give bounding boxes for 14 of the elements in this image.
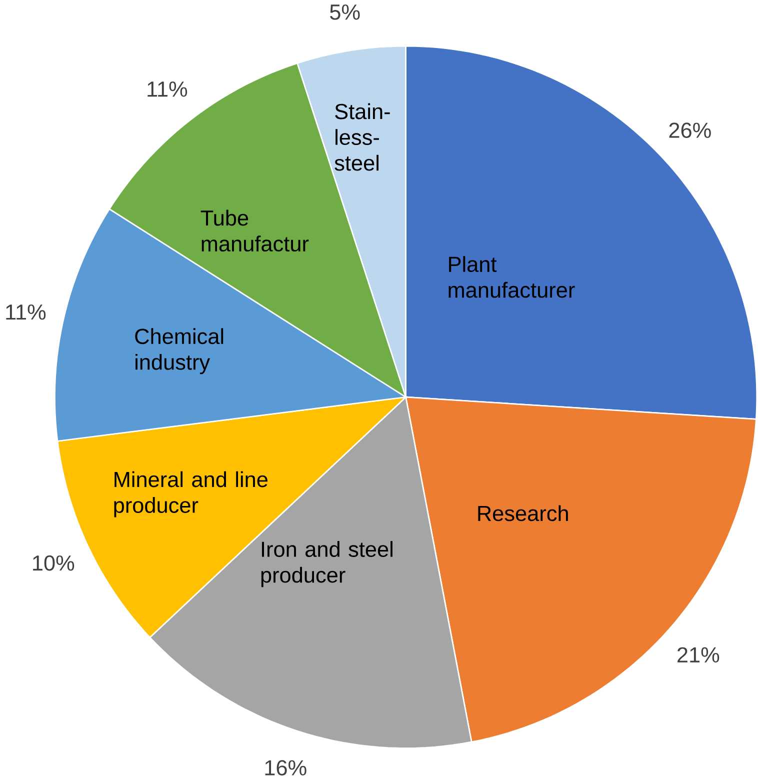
- slice-label: Chemical industry: [135, 328, 224, 374]
- data-label: 10%: [33, 555, 74, 571]
- data-label: 26%: [670, 122, 712, 138]
- slice-label: Stain-less-steel: [334, 103, 390, 171]
- data-label: 5%: [330, 4, 360, 20]
- slice-label: Mineral and line producer: [114, 471, 268, 518]
- slice-label: Plant manufacturer: [448, 256, 576, 298]
- data-label: 16%: [266, 760, 307, 776]
- data-label: 11%: [148, 82, 188, 97]
- data-label: 21%: [678, 647, 720, 663]
- slice-label: Tube manufactur: [201, 210, 309, 252]
- slice-label: Iron and steel producer: [262, 541, 393, 588]
- slice-label: Research: [478, 505, 568, 522]
- data-label: 11%: [6, 304, 46, 320]
